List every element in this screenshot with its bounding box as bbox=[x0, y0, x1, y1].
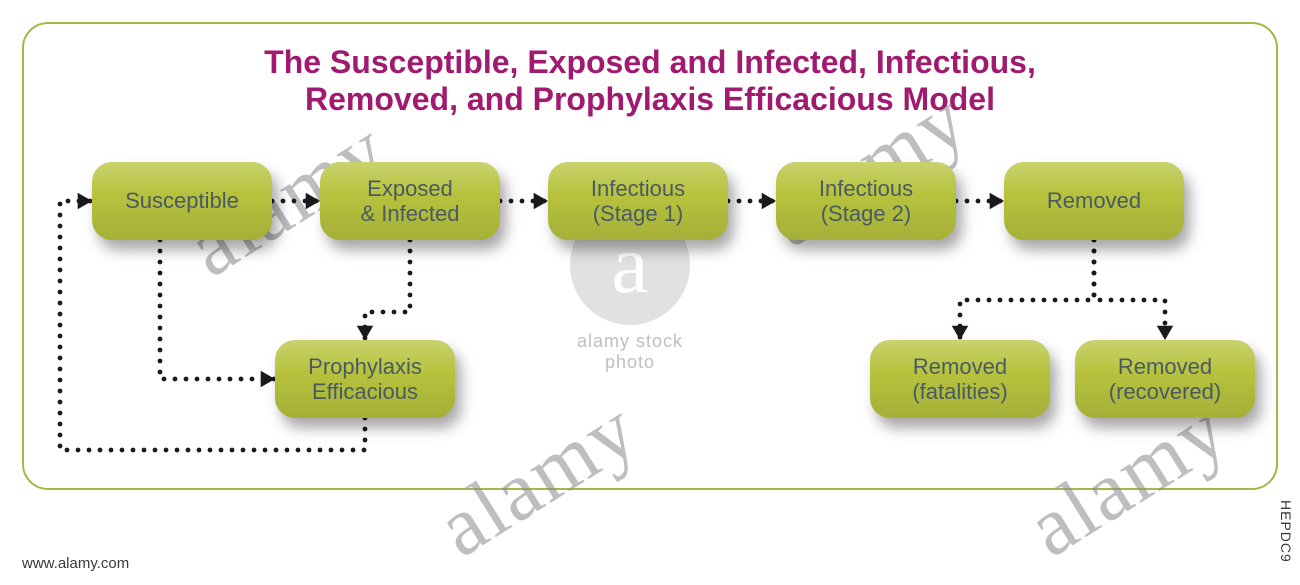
node-inf1: Infectious (Stage 1) bbox=[548, 162, 728, 240]
diagram-title: The Susceptible, Exposed and Infected, I… bbox=[120, 44, 1180, 118]
node-recov: Removed (recovered) bbox=[1075, 340, 1255, 418]
node-inf2: Infectious (Stage 2) bbox=[776, 162, 956, 240]
footer-url: www.alamy.com bbox=[22, 555, 129, 572]
node-susceptible: Susceptible bbox=[92, 162, 272, 240]
image-id: HEPDC9 bbox=[1278, 500, 1294, 563]
node-fatal: Removed (fatalities) bbox=[870, 340, 1050, 418]
node-exposed: Exposed & Infected bbox=[320, 162, 500, 240]
node-removed: Removed bbox=[1004, 162, 1184, 240]
node-prophylaxis: Prophylaxis Efficacious bbox=[275, 340, 455, 418]
